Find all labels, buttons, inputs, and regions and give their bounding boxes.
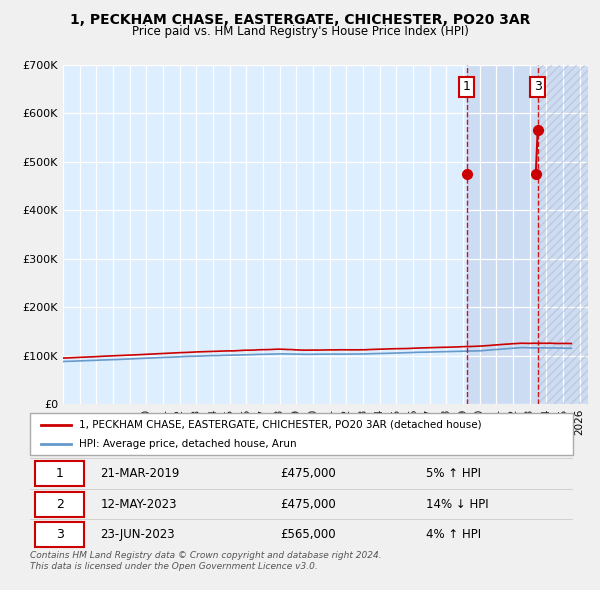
FancyBboxPatch shape	[35, 461, 85, 486]
Text: 12-MAY-2023: 12-MAY-2023	[101, 497, 177, 511]
FancyBboxPatch shape	[30, 413, 573, 455]
Text: 4% ↑ HPI: 4% ↑ HPI	[427, 528, 482, 541]
Text: 23-JUN-2023: 23-JUN-2023	[101, 528, 175, 541]
FancyBboxPatch shape	[35, 522, 85, 547]
Text: 5% ↑ HPI: 5% ↑ HPI	[427, 467, 481, 480]
Text: 1: 1	[56, 467, 64, 480]
Text: This data is licensed under the Open Government Licence v3.0.: This data is licensed under the Open Gov…	[30, 562, 318, 571]
FancyBboxPatch shape	[35, 492, 85, 516]
Bar	[538, 65, 588, 404]
Text: £565,000: £565,000	[280, 528, 335, 541]
Text: 1: 1	[463, 80, 470, 93]
Text: 3: 3	[56, 528, 64, 541]
Text: Contains HM Land Registry data © Crown copyright and database right 2024.: Contains HM Land Registry data © Crown c…	[30, 550, 382, 559]
Text: 1, PECKHAM CHASE, EASTERGATE, CHICHESTER, PO20 3AR (detached house): 1, PECKHAM CHASE, EASTERGATE, CHICHESTER…	[79, 420, 481, 430]
Text: 2: 2	[56, 497, 64, 511]
Bar	[467, 65, 588, 404]
Text: 1, PECKHAM CHASE, EASTERGATE, CHICHESTER, PO20 3AR: 1, PECKHAM CHASE, EASTERGATE, CHICHESTER…	[70, 13, 530, 27]
Text: 21-MAR-2019: 21-MAR-2019	[101, 467, 180, 480]
Text: 14% ↓ HPI: 14% ↓ HPI	[427, 497, 489, 511]
Text: 3: 3	[534, 80, 542, 93]
Text: HPI: Average price, detached house, Arun: HPI: Average price, detached house, Arun	[79, 438, 296, 448]
Text: Price paid vs. HM Land Registry's House Price Index (HPI): Price paid vs. HM Land Registry's House …	[131, 25, 469, 38]
Text: £475,000: £475,000	[280, 467, 335, 480]
Text: £475,000: £475,000	[280, 497, 335, 511]
